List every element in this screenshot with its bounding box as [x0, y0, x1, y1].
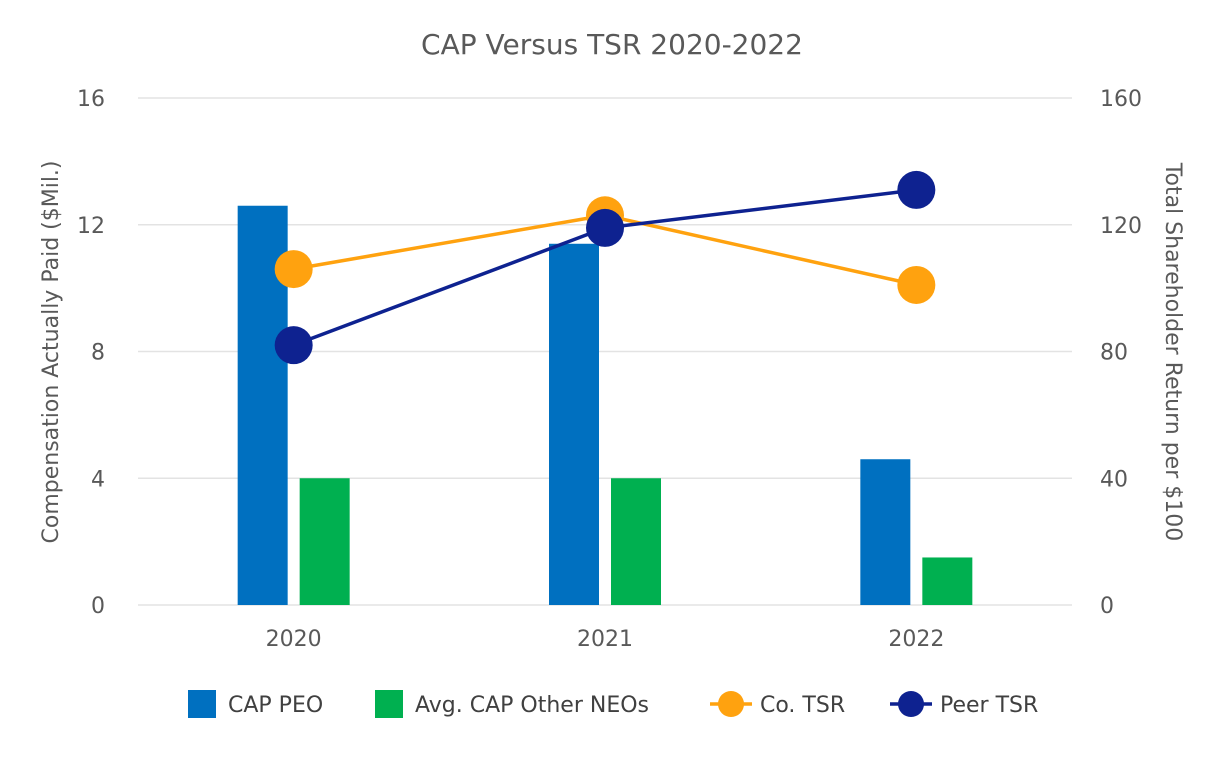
legend-swatch-marker	[718, 691, 744, 717]
legend-swatch	[375, 690, 403, 718]
bars	[237, 205, 973, 606]
line-point	[274, 326, 313, 365]
line-point	[897, 265, 936, 304]
y2-tick-label: 120	[1100, 214, 1142, 239]
x-tick-label: 2021	[577, 627, 633, 652]
bar	[549, 243, 599, 605]
legend: CAP PEO Avg. CAP Other NEOs Co. TSR Peer TS…	[188, 690, 1038, 718]
bar	[922, 557, 973, 605]
y-tick-label: 8	[91, 341, 105, 366]
legend-label: Peer TSR	[940, 693, 1038, 718]
legend-swatch-marker	[898, 691, 924, 717]
bar	[299, 478, 350, 605]
line-point	[586, 208, 624, 247]
y-axis-title: Compensation Actually Paid ($Mil.)	[39, 160, 64, 543]
line-point	[274, 250, 313, 289]
bar	[611, 478, 661, 605]
y2-tick-label: 0	[1100, 594, 1114, 619]
y-tick-label: 16	[77, 87, 105, 112]
y2-axis-title: Total Shareholder Return per $100	[1160, 162, 1185, 541]
legend-label: Avg. CAP Other NEOs	[415, 693, 649, 718]
chart-title: CAP Versus TSR 2020-2022	[421, 28, 803, 61]
y-tick-label: 0	[91, 594, 105, 619]
legend-label: CAP PEO	[228, 693, 323, 718]
lines	[274, 170, 936, 365]
x-tick-label: 2022	[888, 627, 944, 652]
y-tick-label: 4	[91, 467, 105, 492]
x-tick-label: 2020	[266, 627, 322, 652]
y2-tick-label: 40	[1100, 467, 1128, 492]
bar	[860, 459, 911, 605]
y2-tick-label: 160	[1100, 87, 1142, 112]
line-point	[897, 170, 936, 209]
y-tick-label: 12	[77, 214, 105, 239]
legend-swatch	[188, 690, 216, 718]
y2-tick-label: 80	[1100, 341, 1128, 366]
legend-label: Co. TSR	[760, 693, 845, 718]
